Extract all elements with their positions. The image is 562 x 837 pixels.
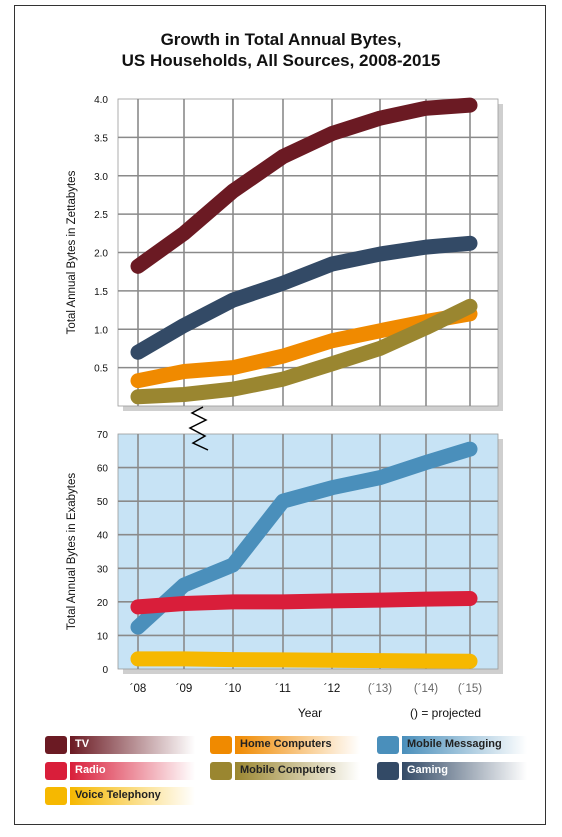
- x-tick-label: ´09: [176, 683, 193, 695]
- y-tick-label: 1.5: [94, 287, 108, 298]
- legend-label: Gaming: [407, 764, 448, 776]
- legend-item-mobile-messaging: Mobile Messaging: [377, 734, 527, 756]
- series-line-gaming: [130, 235, 478, 360]
- y-axis-label: Total Annual Bytes in Zettabytes: [66, 170, 78, 334]
- x-axis-label: Year: [298, 706, 322, 720]
- projected-note: () = projected: [410, 706, 481, 720]
- series-line-tv: [130, 97, 478, 274]
- legend-gradient-bar: [402, 736, 527, 754]
- y-tick-label: 70: [97, 430, 109, 441]
- legend-item-tv: TV: [45, 734, 195, 756]
- y-tick-label: 20: [97, 598, 109, 609]
- x-tick-label: ´08: [130, 683, 147, 695]
- legend-label: Mobile Messaging: [407, 738, 502, 750]
- legend-gradient-bar: [70, 787, 195, 805]
- legend-swatch: [210, 762, 232, 780]
- legend-item-mobile-computers: Mobile Computers: [210, 760, 360, 782]
- legend-swatch: [45, 736, 67, 754]
- x-tick-label: ´10: [225, 683, 242, 695]
- legend-label: Home Computers: [240, 738, 332, 750]
- legend-swatch: [377, 762, 399, 780]
- x-tick-label: ´12: [324, 683, 341, 695]
- axis-break-icon: [188, 406, 209, 451]
- x-tick-label: ´11: [275, 683, 291, 695]
- y-tick-label: 3.5: [94, 133, 108, 144]
- series-line-mobile-computers: [130, 298, 478, 405]
- y-tick-label: 2.5: [94, 210, 108, 221]
- legend-gradient-bar: [402, 762, 527, 780]
- legend-gradient-bar: [70, 736, 195, 754]
- legend-gradient-bar: [235, 736, 360, 754]
- y-tick-label: 60: [97, 464, 109, 475]
- y-tick-label: 2.0: [94, 249, 108, 260]
- plot-background: [117, 433, 499, 670]
- x-tick-label: (´14): [414, 683, 438, 695]
- legend-label: Voice Telephony: [75, 789, 161, 801]
- legend-label: Mobile Computers: [240, 764, 336, 776]
- legend-gradient-bar: [235, 762, 360, 780]
- series-line-mobile-messaging: [130, 441, 478, 635]
- legend-item-home-computers: Home Computers: [210, 734, 360, 756]
- y-tick-label: 40: [97, 531, 109, 542]
- x-tick-label: (´13): [368, 683, 392, 695]
- y-tick-label: 0: [102, 665, 108, 676]
- y-tick-label: 30: [97, 564, 109, 575]
- legend-swatch: [377, 736, 399, 754]
- y-tick-label: 0.5: [94, 364, 108, 375]
- y-tick-label: 50: [97, 497, 109, 508]
- chart-title-line1: Growth in Total Annual Bytes,: [160, 30, 402, 49]
- y-axis-label: Total Annual Bytes in Exabytes: [66, 473, 78, 631]
- legend-item-voice-telephony: Voice Telephony: [45, 785, 195, 807]
- x-tick-label: (´15): [458, 683, 482, 695]
- y-tick-label: 1.0: [94, 325, 108, 336]
- exabyte-panel: [117, 433, 499, 670]
- series-line-voice-telephony: [130, 651, 478, 669]
- y-tick-label: 3.0: [94, 172, 108, 183]
- y-tick-label: 10: [97, 631, 109, 642]
- chart-title-line2: US Households, All Sources, 2008-2015: [121, 51, 441, 70]
- legend-swatch: [210, 736, 232, 754]
- legend-swatch: [45, 762, 67, 780]
- series-line-radio: [130, 591, 478, 615]
- legend-gradient-bar: [70, 762, 195, 780]
- legend-swatch: [45, 787, 67, 805]
- y-tick-label: 4.0: [94, 95, 108, 106]
- legend-label: TV: [75, 738, 90, 750]
- zettabyte-panel: [117, 97, 499, 407]
- legend-item-radio: Radio: [45, 760, 195, 782]
- legend-item-gaming: Gaming: [377, 760, 527, 782]
- legend-label: Radio: [75, 764, 106, 776]
